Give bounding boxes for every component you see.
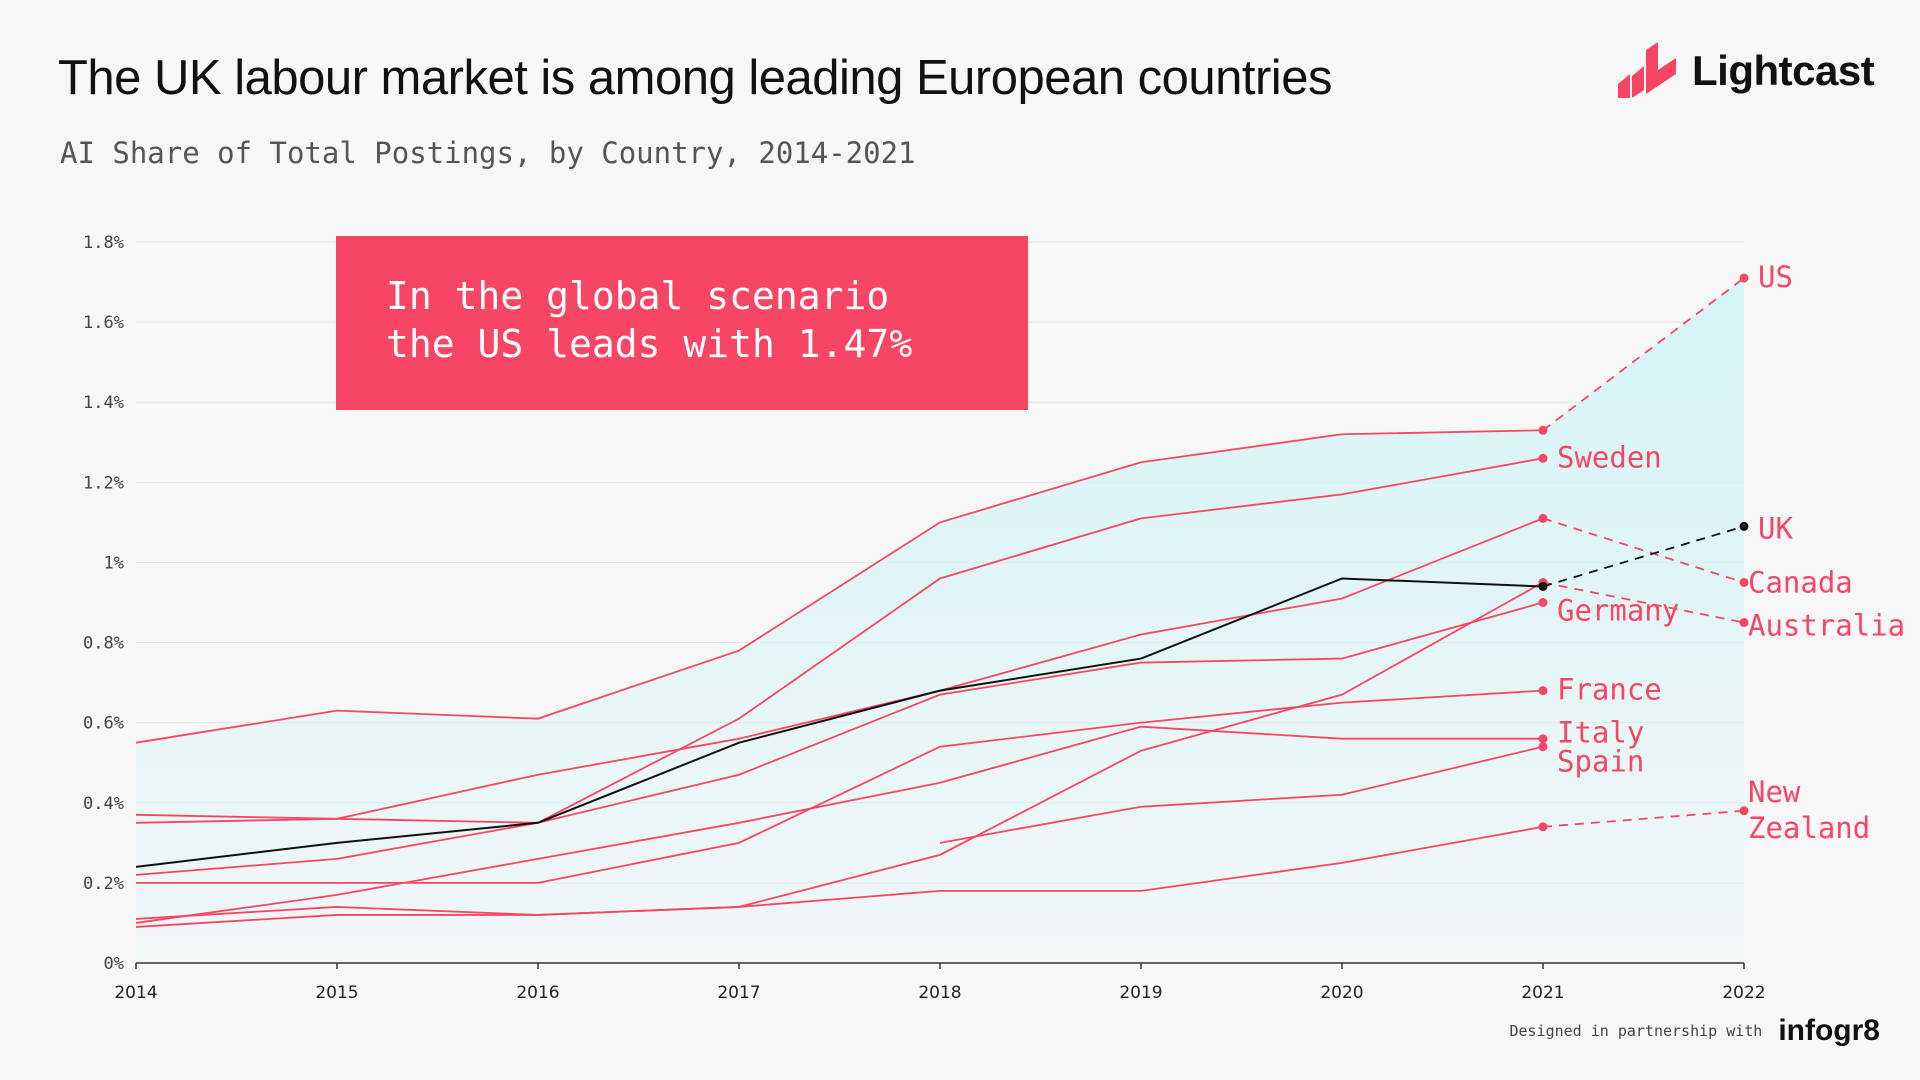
series-line-uk: [135, 577, 1544, 868]
projection-point-canada: [1739, 577, 1749, 587]
y-tick-label: 0.6%: [83, 714, 124, 734]
chart-title: The UK labour market is among leading Eu…: [58, 51, 1332, 105]
series-line-italy: [135, 725, 1543, 924]
lightcast-logo: Lightcast: [1618, 40, 1875, 102]
y-tick-label: 1.6%: [83, 313, 124, 333]
y-tick-label: 1.2%: [83, 473, 124, 493]
data-point-italy: [1538, 734, 1548, 744]
series-end-label: Australia: [1748, 609, 1905, 643]
series-line-germany: [135, 601, 1544, 876]
data-point-uk: [1538, 581, 1548, 591]
x-tick-label: 2018: [918, 983, 961, 1003]
y-tick-label: 0.2%: [83, 874, 124, 894]
x-tick-label: 2016: [516, 983, 559, 1003]
chart-subtitle: AI Share of Total Postings, by Country, …: [60, 136, 916, 170]
callout-line-1: In the global scenario: [386, 274, 890, 318]
series-line-canada: [135, 517, 1544, 824]
y-tick-label: 0.4%: [83, 794, 124, 814]
series-end-label: France: [1557, 673, 1662, 707]
y-tick-label: 1.4%: [83, 393, 124, 413]
data-point-germany: [1538, 598, 1548, 607]
projection-line-australia: [1542, 581, 1745, 624]
projection-point-uk: [1739, 521, 1749, 531]
data-point-new-zealand: [1538, 822, 1548, 832]
projection-line-us: [1542, 277, 1745, 431]
y-tick-label: 1.8%: [83, 233, 124, 253]
series-end-label: Zealand: [1748, 811, 1870, 845]
range-band: [136, 278, 1744, 963]
series-end-label: Italy: [1557, 716, 1644, 750]
x-tick-label: 2015: [315, 983, 358, 1003]
series-line-france: [136, 689, 1544, 884]
y-tick-label: 0.8%: [83, 634, 124, 654]
footer: Designed in partnership with infogr8: [1509, 1014, 1880, 1048]
x-tick-label: 2022: [1722, 983, 1765, 1003]
x-tick-label: 2014: [114, 983, 157, 1003]
series-end-label: Germany: [1557, 594, 1679, 628]
projection-point-us: [1739, 273, 1749, 283]
series-end-label: New: [1748, 775, 1801, 809]
data-point-sweden: [1538, 453, 1548, 463]
x-tick-label: 2020: [1320, 983, 1363, 1003]
projection-point-new-zealand: [1739, 806, 1749, 816]
data-point-spain: [1538, 742, 1548, 752]
series-line-new-zealand: [135, 825, 1544, 928]
series-line-spain: [939, 745, 1544, 844]
lightcast-logo-icon: [1618, 42, 1676, 98]
y-tick-label: 0%: [104, 954, 124, 974]
series-end-label: US: [1758, 260, 1793, 294]
x-tick-label: 2017: [717, 983, 760, 1003]
callout-line-2: the US leads with 1.47%: [386, 322, 913, 366]
projection-line-uk: [1542, 525, 1745, 588]
callout-box: In the global scenario the US leads with…: [336, 236, 1028, 410]
footer-brand-logo: infogr8: [1778, 1014, 1880, 1047]
series-end-label: Sweden: [1557, 440, 1662, 474]
projection-line-canada: [1542, 517, 1745, 584]
projection-line-new-zealand: [1542, 809, 1745, 828]
x-tick-label: 2021: [1521, 983, 1564, 1003]
logo-text: Lightcast: [1692, 47, 1875, 94]
data-point-us: [1538, 425, 1548, 435]
series-line-sweden: [135, 457, 1544, 824]
footer-text: Designed in partnership with: [1509, 1022, 1763, 1040]
projection-point-australia: [1739, 618, 1749, 628]
series-line-us: [135, 429, 1544, 744]
data-point-france: [1538, 686, 1548, 696]
series-end-label: UK: [1758, 511, 1793, 545]
data-point-canada: [1538, 513, 1548, 523]
series-end-label: Canada: [1748, 565, 1853, 599]
x-tick-label: 2019: [1119, 983, 1162, 1003]
series-end-label: Spain: [1557, 745, 1644, 779]
series-line-australia: [135, 581, 1544, 920]
y-tick-label: 1%: [104, 553, 124, 573]
